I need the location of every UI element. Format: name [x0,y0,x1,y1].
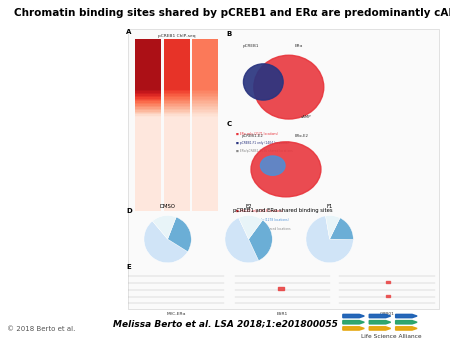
Bar [128,29,439,309]
Text: pCREB1: pCREB1 [243,45,259,48]
Title: pCREB1 ChIP-seq: pCREB1 ChIP-seq [158,34,195,38]
Text: ERα: ERα [294,45,302,48]
Wedge shape [153,216,176,239]
Polygon shape [369,314,391,318]
Text: cAMP: cAMP [301,115,311,119]
Text: A: A [126,29,131,35]
Text: ■ ERα only (2171 locations): ■ ERα only (2171 locations) [236,132,278,136]
Wedge shape [248,220,272,261]
Polygon shape [369,327,391,330]
Polygon shape [396,320,417,324]
Polygon shape [343,320,364,324]
Circle shape [251,142,321,197]
Polygon shape [343,314,364,318]
Polygon shape [396,314,417,318]
Text: ERα-E2: ERα-E2 [295,135,309,138]
Title: E2: E2 [245,204,252,209]
Title: DMSO: DMSO [160,204,176,209]
Polygon shape [369,320,391,324]
Text: pCREB1-E2: pCREB1-E2 [242,135,264,138]
Title: F1: F1 [326,204,333,209]
Wedge shape [144,221,188,263]
Text: © 2018 Berto et al.: © 2018 Berto et al. [7,326,75,332]
Wedge shape [225,218,259,263]
Text: D: D [127,208,132,214]
Circle shape [254,55,324,119]
Wedge shape [238,216,263,239]
Text: Life Science Alliance: Life Science Alliance [361,334,422,338]
Text: B: B [226,31,232,37]
Text: ■ ERα/pCREB1 1636 shared locations: ■ ERα/pCREB1 1636 shared locations [236,149,292,153]
Text: E: E [127,264,131,270]
Wedge shape [329,218,353,239]
Text: ESR1: ESR1 [277,312,288,316]
Polygon shape [396,327,417,330]
Text: Melissa Berto et al. LSA 2018;1:e201800055: Melissa Berto et al. LSA 2018;1:e2018000… [112,319,338,329]
Text: Chromatin binding sites shared by pCREB1 and ERα are predominantly cAMP induced.: Chromatin binding sites shared by pCREB1… [14,8,450,19]
Text: ■ pCREB1-F1 only (1404 locations): ■ pCREB1-F1 only (1404 locations) [236,141,288,145]
Text: ■ ERα/pCREB1 447 shared locations: ■ ERα/pCREB1 447 shared locations [236,226,291,231]
Polygon shape [343,327,364,330]
Wedge shape [306,216,353,263]
Text: ■ ERα-E2 only (2618 locations): ■ ERα-E2 only (2618 locations) [236,209,283,213]
Text: pCREB1 and ERα shared binding sites: pCREB1 and ERα shared binding sites [233,208,332,213]
Wedge shape [325,216,340,239]
Wedge shape [167,217,191,252]
Circle shape [261,156,285,175]
Text: ■ pCREB1-E2 only (1278 locations): ■ pCREB1-E2 only (1278 locations) [236,218,288,222]
Text: C: C [226,121,232,127]
Circle shape [243,64,283,100]
Text: MYC-ERα: MYC-ERα [166,312,186,316]
Text: GRB01: GRB01 [380,312,395,316]
